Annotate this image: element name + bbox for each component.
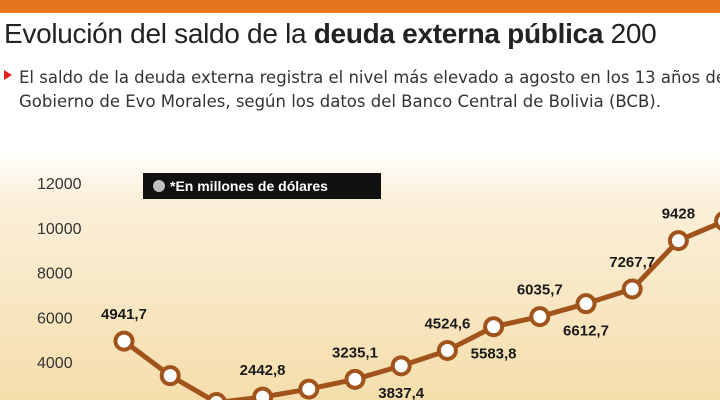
- series-line: [121, 220, 720, 400]
- data-point: [113, 330, 135, 352]
- data-markers: [113, 211, 720, 400]
- data-point: [159, 365, 181, 387]
- data-label: 2442,8: [240, 362, 286, 379]
- data-label: 3837,4: [378, 385, 425, 400]
- data-point: [714, 211, 720, 231]
- data-point: [436, 339, 458, 361]
- data-label: 9428: [662, 206, 695, 223]
- y-axis-ticks: 12000100008000600040002000: [37, 176, 82, 372]
- y-tick-label: 6000: [37, 310, 73, 327]
- y-tick-label: 10000: [37, 221, 82, 238]
- lead-paragraph: El saldo de la deuda externa registra el…: [19, 68, 720, 111]
- data-label: 7267,7: [609, 254, 655, 271]
- data-point: [621, 278, 643, 300]
- y-tick-label: 12000: [37, 176, 82, 193]
- data-point: [529, 306, 551, 328]
- data-point: [252, 386, 274, 400]
- title-suffix: 200: [603, 18, 657, 49]
- page-title: Evolución del saldo de la deuda externa …: [4, 18, 657, 50]
- lead-marker-icon: [4, 70, 12, 80]
- data-point: [344, 368, 366, 390]
- data-point: [575, 293, 597, 315]
- y-tick-label: 4000: [37, 355, 73, 372]
- data-label: 3235,1: [332, 344, 378, 361]
- accent-bar: [0, 0, 720, 13]
- y-tick-label: 8000: [37, 266, 73, 283]
- legend-dot-icon: [153, 180, 165, 192]
- data-label: 5583,8: [471, 346, 517, 363]
- data-point: [667, 230, 689, 252]
- title-prefix: Evolución del saldo de la: [4, 18, 314, 49]
- data-point: [390, 355, 412, 377]
- data-point: [483, 316, 505, 338]
- legend-text: *En millones de dólares: [170, 178, 328, 194]
- data-label: 4524,6: [424, 315, 470, 332]
- title-bold: deuda externa pública: [313, 18, 604, 49]
- legend: *En millones de dólares: [143, 173, 381, 199]
- data-label: 6035,7: [517, 282, 563, 299]
- data-label: 6612,7: [563, 323, 609, 340]
- data-point: [206, 392, 227, 400]
- data-label: 4941,7: [101, 306, 147, 323]
- data-point: [298, 378, 320, 400]
